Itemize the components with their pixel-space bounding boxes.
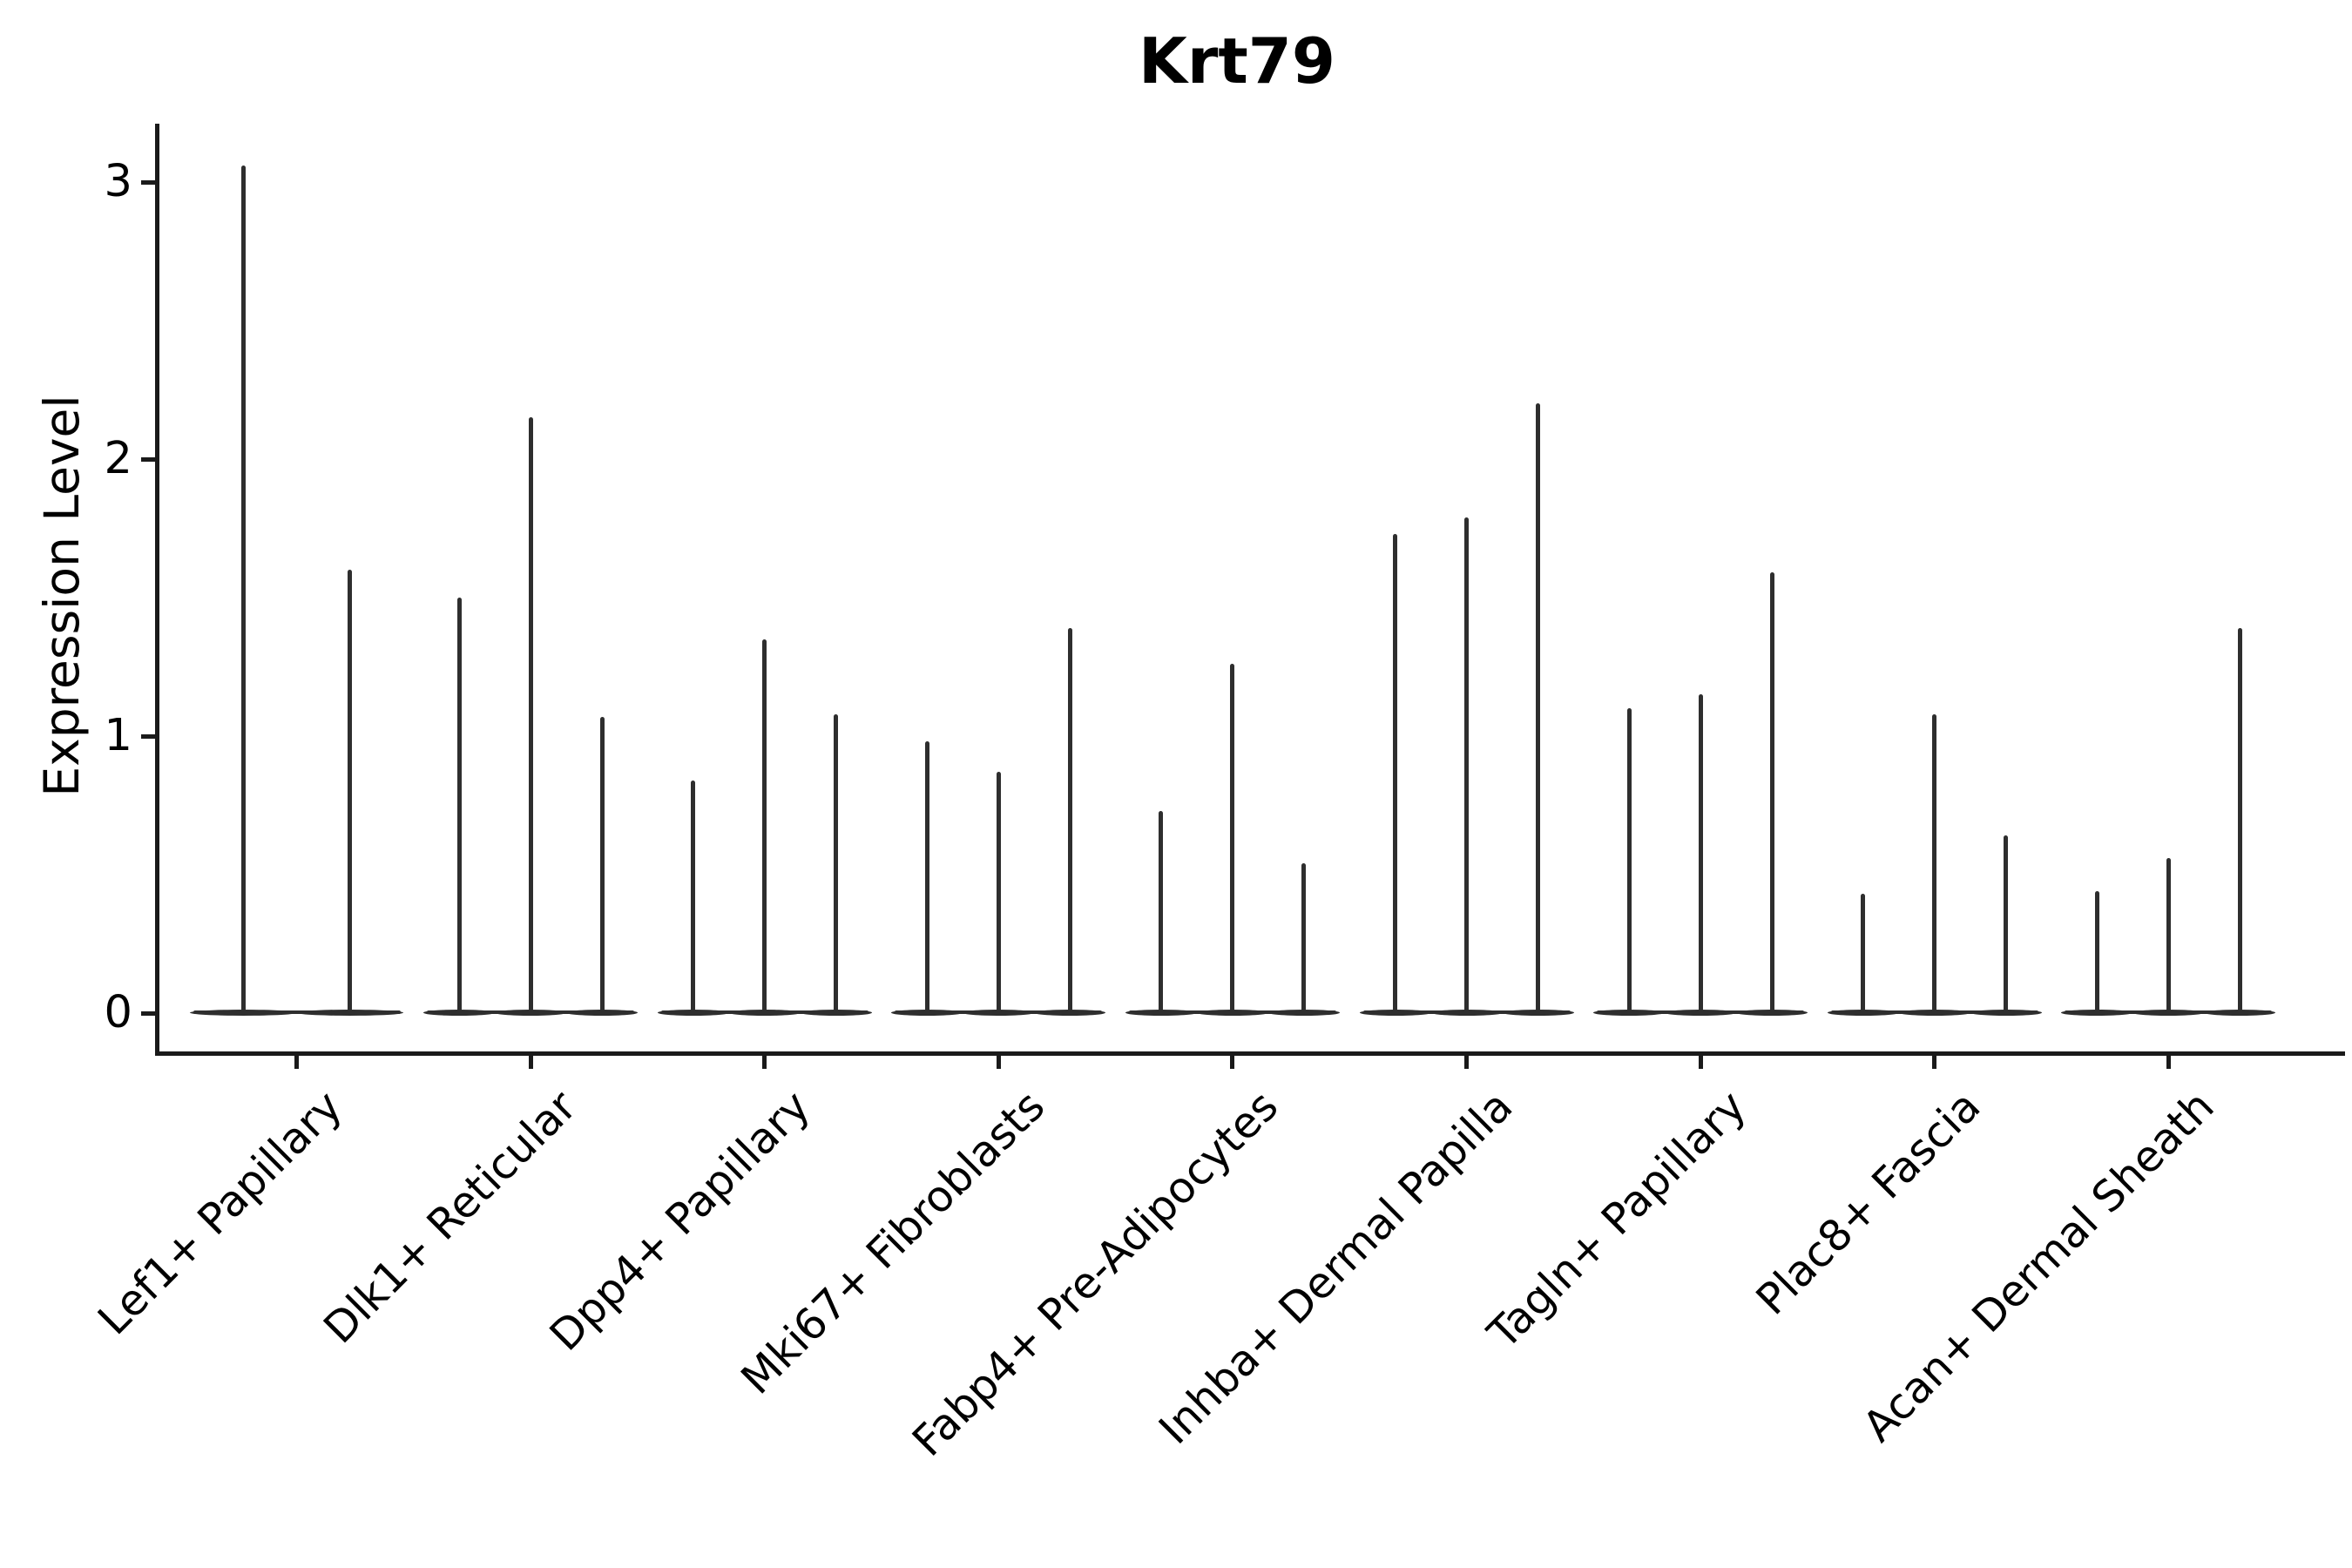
- x-tick: [1230, 1056, 1235, 1069]
- violin-spike: [1067, 627, 1072, 1014]
- y-tick-label: 2: [104, 433, 132, 484]
- violin-spike: [1393, 533, 1397, 1014]
- y-axis-label: Expression Level: [34, 395, 90, 797]
- y-tick: [141, 456, 156, 462]
- violin-spike: [2237, 627, 2242, 1014]
- y-tick-label: 3: [104, 156, 132, 207]
- violin-spike: [996, 772, 1001, 1014]
- x-tick: [528, 1056, 533, 1069]
- violin-spike: [348, 570, 353, 1014]
- y-tick-label: 1: [104, 710, 132, 761]
- y-tick: [141, 733, 156, 739]
- x-tick: [1932, 1056, 1937, 1069]
- violin-spike: [1626, 708, 1632, 1014]
- x-tick: [1698, 1056, 1703, 1069]
- violin-spike: [599, 716, 605, 1014]
- x-tick-label: Lef1+ Papillary: [89, 1081, 353, 1345]
- x-tick: [2166, 1056, 2171, 1069]
- y-tick-label: 0: [104, 987, 132, 1038]
- x-tick-label: Tagln+ Papillary: [1478, 1081, 1756, 1359]
- violin-spike: [456, 598, 462, 1014]
- violin-spike: [2094, 891, 2099, 1014]
- violin-spike: [1698, 694, 1703, 1014]
- y-tick: [141, 179, 156, 185]
- violin-spike: [2166, 857, 2171, 1014]
- y-axis-spine: [155, 124, 159, 1056]
- x-tick: [996, 1056, 1001, 1069]
- y-tick: [141, 1010, 156, 1016]
- x-tick: [1464, 1056, 1469, 1069]
- violin-spike: [1464, 517, 1469, 1014]
- violin-spike: [528, 417, 533, 1014]
- violin-spike: [1932, 713, 1937, 1014]
- violin-spike: [1159, 810, 1164, 1014]
- violin-spike: [1536, 403, 1540, 1014]
- x-tick: [294, 1056, 299, 1069]
- violin-spike: [1861, 894, 1866, 1014]
- violin-spike: [834, 713, 839, 1014]
- x-tick-label: Plac8+ Fascia: [1747, 1081, 1990, 1325]
- violin-spike: [1769, 572, 1774, 1014]
- violin-spike: [2004, 835, 2009, 1014]
- violin-spike: [1301, 863, 1307, 1014]
- x-tick-label: Dpp4+ Papillary: [540, 1081, 821, 1361]
- violin-spike: [924, 741, 929, 1014]
- violin-spike: [691, 780, 696, 1014]
- x-tick-label: Dlk1+ Reticular: [314, 1081, 586, 1354]
- violin-spike: [240, 165, 246, 1014]
- x-axis-spine: [155, 1051, 2345, 1056]
- violin-spike: [1230, 664, 1235, 1014]
- x-tick: [762, 1056, 767, 1069]
- violin-spike: [762, 639, 767, 1014]
- chart-title: Krt79: [1139, 24, 1335, 98]
